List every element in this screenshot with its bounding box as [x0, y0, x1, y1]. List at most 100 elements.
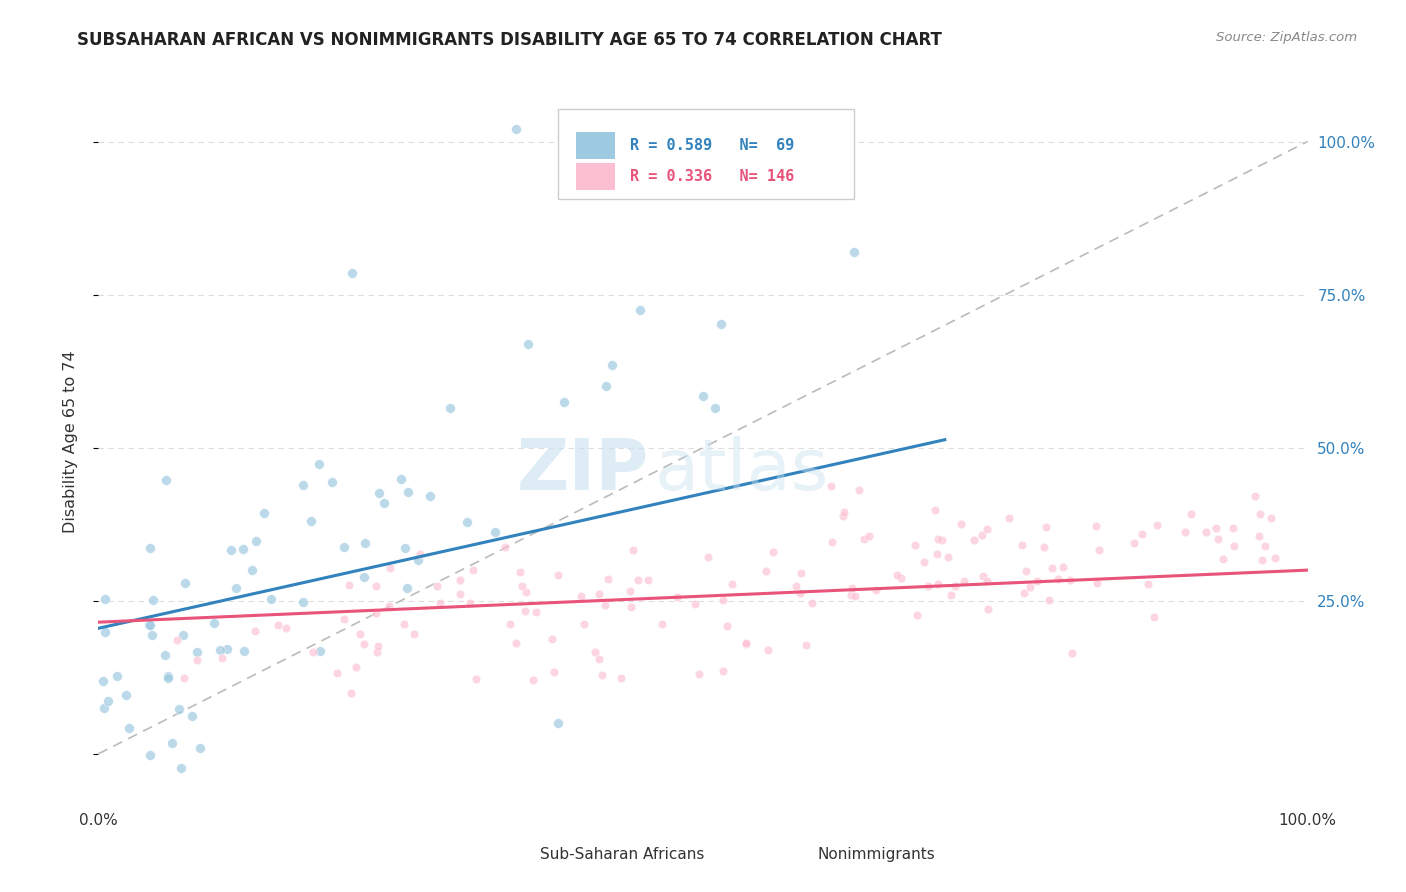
Point [105, 668, 128, 682]
Point [938, 549, 960, 564]
Point [697, 550, 720, 565]
Point [494, 541, 516, 555]
Point [389, 471, 412, 485]
Point [627, 573, 650, 587]
Point [505, 122, 527, 136]
Point [628, 302, 651, 317]
Point [976, 574, 998, 588]
Point [340, 686, 363, 700]
Point [1015, 564, 1038, 578]
Point [202, 616, 225, 631]
Point [735, 637, 758, 651]
Point [139, 618, 162, 632]
Point [790, 566, 813, 581]
Point [572, 616, 595, 631]
Point [354, 536, 377, 550]
Point [309, 643, 332, 657]
Point [977, 602, 1000, 616]
Point [409, 548, 432, 562]
Point [153, 648, 176, 662]
Point [449, 573, 471, 587]
Point [353, 637, 375, 651]
Point [683, 597, 706, 611]
Point [619, 584, 641, 599]
Point [373, 495, 395, 509]
Point [274, 621, 297, 635]
Point [139, 541, 162, 555]
Point [215, 641, 238, 656]
Point [547, 568, 569, 582]
Point [1249, 529, 1271, 543]
Point [963, 533, 986, 547]
Point [291, 478, 314, 492]
Point [219, 543, 242, 558]
Text: SUBSAHARAN AFRICAN VS NONIMMIGRANTS DISABILITY AGE 65 TO 74 CORRELATION CHART: SUBSAHARAN AFRICAN VS NONIMMIGRANTS DISA… [77, 31, 942, 49]
Point [1038, 593, 1060, 607]
Point [688, 667, 710, 681]
Point [402, 626, 425, 640]
Point [419, 489, 441, 503]
Point [711, 592, 734, 607]
Point [93, 591, 115, 606]
Point [1059, 574, 1081, 588]
Point [160, 735, 183, 749]
Point [1035, 520, 1057, 534]
Point [917, 579, 939, 593]
Point [569, 589, 592, 603]
Point [1130, 527, 1153, 541]
Point [785, 579, 807, 593]
Point [832, 505, 855, 519]
Text: R = 0.589   N=  69: R = 0.589 N= 69 [630, 137, 794, 153]
Point [93, 624, 115, 639]
Point [931, 533, 953, 548]
Point [637, 573, 659, 587]
Point [439, 401, 461, 415]
Point [886, 568, 908, 582]
Text: R = 0.336   N= 146: R = 0.336 N= 146 [630, 169, 794, 184]
Point [925, 547, 948, 561]
Point [209, 643, 232, 657]
Point [1146, 518, 1168, 533]
Point [553, 394, 575, 409]
Point [326, 666, 349, 681]
Point [735, 636, 758, 650]
Point [211, 651, 233, 665]
Point [170, 762, 193, 776]
Point [516, 336, 538, 351]
Point [138, 618, 160, 632]
Point [595, 379, 617, 393]
Point [704, 401, 727, 415]
Point [953, 574, 976, 588]
Point [456, 516, 478, 530]
Point [1212, 552, 1234, 566]
Point [820, 479, 842, 493]
Point [1243, 489, 1265, 503]
Point [1205, 521, 1227, 535]
Point [166, 633, 188, 648]
Point [927, 533, 949, 547]
Point [1122, 535, 1144, 549]
Point [155, 474, 177, 488]
Point [890, 571, 912, 585]
FancyBboxPatch shape [782, 846, 808, 864]
Point [1195, 524, 1218, 539]
Point [976, 522, 998, 536]
Point [972, 569, 994, 583]
Point [972, 528, 994, 542]
Point [1085, 575, 1108, 590]
Point [245, 534, 267, 549]
Point [240, 563, 263, 577]
Point [858, 528, 880, 542]
Point [484, 524, 506, 539]
Point [831, 508, 853, 523]
Point [821, 534, 844, 549]
Point [754, 564, 776, 578]
Point [141, 627, 163, 641]
Point [267, 618, 290, 632]
FancyBboxPatch shape [503, 846, 530, 864]
Point [188, 740, 211, 755]
Point [1260, 511, 1282, 525]
Point [308, 457, 330, 471]
Point [716, 619, 738, 633]
Point [253, 507, 276, 521]
